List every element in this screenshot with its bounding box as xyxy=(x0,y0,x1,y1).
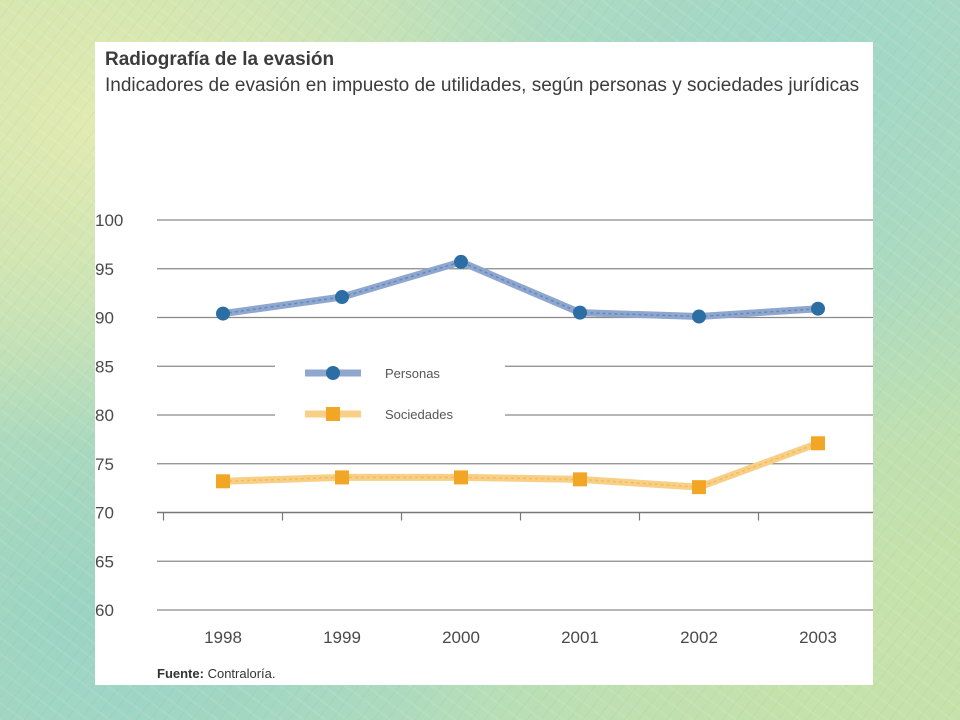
y-tick-label: 65 xyxy=(95,552,114,571)
legend-marker xyxy=(326,407,340,421)
y-tick-label: 90 xyxy=(95,309,114,328)
data-point-personas xyxy=(811,301,825,316)
y-tick-label: 75 xyxy=(95,455,114,474)
data-point-personas xyxy=(454,254,468,269)
chart-title: Radiografía de la evasión xyxy=(105,49,335,70)
legend-label: Personas xyxy=(385,366,440,381)
source-label: Fuente: xyxy=(157,666,204,681)
data-point-personas xyxy=(216,306,230,321)
x-tick-label: 1998 xyxy=(204,628,242,647)
data-point-sociedades xyxy=(692,480,706,495)
line-chart: 100 95 90 85 80 75 70 65 60 1998 1999 2000 2001 2002 2… xyxy=(95,211,873,647)
legend-marker xyxy=(326,366,340,380)
chart-card: Radiografía de la evasión Indicadores de… xyxy=(95,42,873,685)
data-point-personas xyxy=(692,309,706,324)
y-tick-label: 70 xyxy=(95,504,114,523)
data-point-sociedades xyxy=(335,470,349,485)
data-point-personas xyxy=(335,290,349,305)
x-tick-label: 1999 xyxy=(323,628,361,647)
y-tick-label: 60 xyxy=(95,601,114,620)
source-text: Contraloría. xyxy=(207,666,276,681)
source-note: Fuente: Contraloría. xyxy=(157,666,276,681)
data-point-sociedades xyxy=(454,470,468,485)
y-tick-label: 85 xyxy=(95,357,114,376)
x-tick-label: 2001 xyxy=(561,628,599,647)
chart-subtitle: Indicadores de evasión en impuesto de ut… xyxy=(105,75,860,96)
x-tick-label: 2003 xyxy=(799,628,837,647)
data-point-sociedades xyxy=(216,474,230,489)
series-line-sociedades xyxy=(219,439,822,491)
series-line-texture-personas xyxy=(222,261,819,318)
data-point-personas xyxy=(573,305,587,320)
y-tick-label: 100 xyxy=(95,211,123,230)
y-tick-label: 80 xyxy=(95,406,114,425)
legend-label: Sociedades xyxy=(385,407,453,422)
x-tick-label: 2002 xyxy=(680,628,718,647)
x-tick-label: 2000 xyxy=(442,628,480,647)
data-point-sociedades xyxy=(811,436,825,451)
y-tick-label: 95 xyxy=(95,260,114,279)
data-point-sociedades xyxy=(573,472,587,487)
series-line-personas xyxy=(219,258,822,321)
